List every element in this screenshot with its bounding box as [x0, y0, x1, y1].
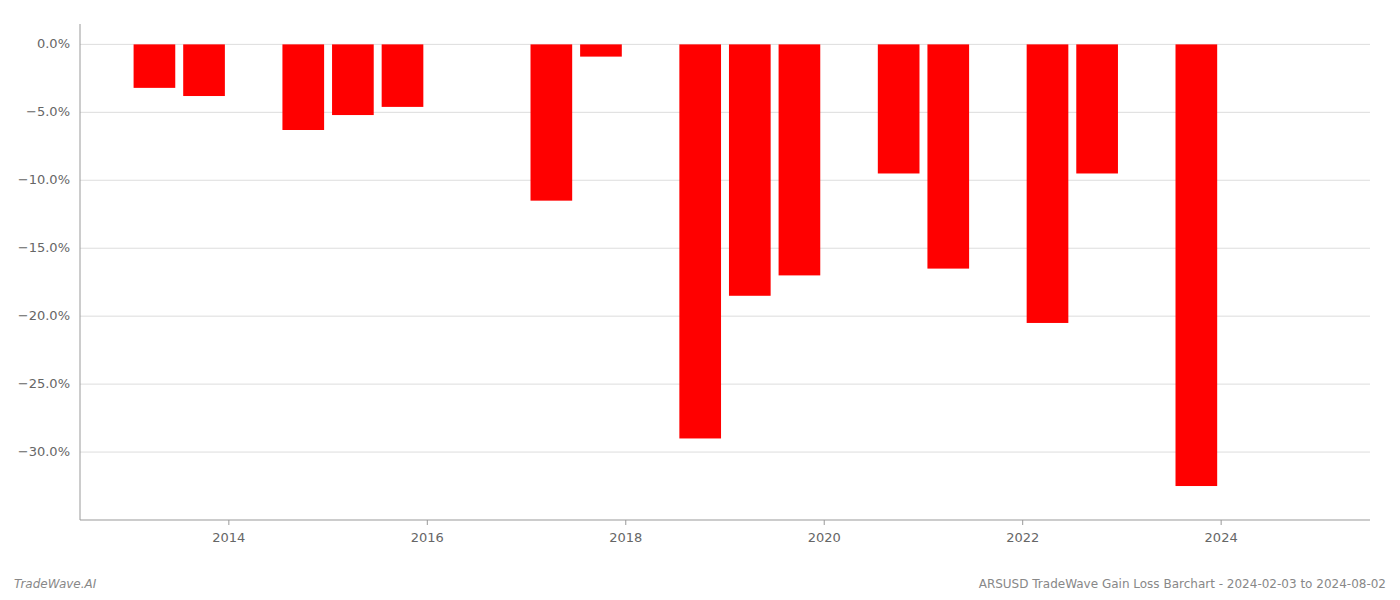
x-tick-label: 2014	[212, 530, 245, 545]
x-tick-label: 2020	[808, 530, 841, 545]
x-tick-label: 2016	[411, 530, 444, 545]
bar	[779, 44, 821, 275]
y-axis: 0.0% −5.0% −10.0% −15.0% −20.0% −25.0% −30.0%	[18, 36, 70, 459]
x-axis: 2014 2016 2018 2020 2022 2024	[212, 520, 1237, 545]
bar	[382, 44, 424, 107]
bar	[878, 44, 920, 173]
bar	[282, 44, 324, 130]
bar	[1176, 44, 1218, 486]
bar	[134, 44, 176, 87]
y-tick-label: −5.0%	[26, 104, 70, 119]
x-tick	[427, 520, 428, 525]
bar	[531, 44, 573, 200]
x-tick	[228, 520, 229, 525]
chart-svg: 0.0% −5.0% −10.0% −15.0% −20.0% −25.0% −30.0% 2…	[0, 0, 1400, 600]
x-tick	[625, 520, 626, 525]
y-tick-label: −25.0%	[18, 376, 70, 391]
x-tick	[1022, 520, 1023, 525]
x-tick-label: 2024	[1205, 530, 1238, 545]
y-tick-label: −20.0%	[18, 308, 70, 323]
bar	[729, 44, 771, 295]
bar	[1076, 44, 1118, 173]
bar	[580, 44, 622, 56]
y-axis-line	[80, 24, 81, 520]
bar	[183, 44, 225, 96]
y-tick-label: −15.0%	[18, 240, 70, 255]
bars	[134, 44, 1218, 486]
y-tick-label: −10.0%	[18, 172, 70, 187]
chart-container: 0.0% −5.0% −10.0% −15.0% −20.0% −25.0% −30.0% 2…	[0, 0, 1400, 600]
bar	[679, 44, 721, 438]
y-tick-label: 0.0%	[37, 36, 70, 51]
bar	[927, 44, 969, 268]
x-axis-line	[80, 519, 1370, 520]
bar	[332, 44, 374, 115]
y-tick-label: −30.0%	[18, 444, 70, 459]
x-tick-label: 2022	[1006, 530, 1039, 545]
footer-left: TradeWave.AI	[14, 577, 97, 591]
footer-right: ARSUSD TradeWave Gain Loss Barchart - 20…	[979, 577, 1386, 591]
x-tick	[824, 520, 825, 525]
x-tick-label: 2018	[609, 530, 642, 545]
bar	[1027, 44, 1069, 323]
x-tick	[1221, 520, 1222, 525]
